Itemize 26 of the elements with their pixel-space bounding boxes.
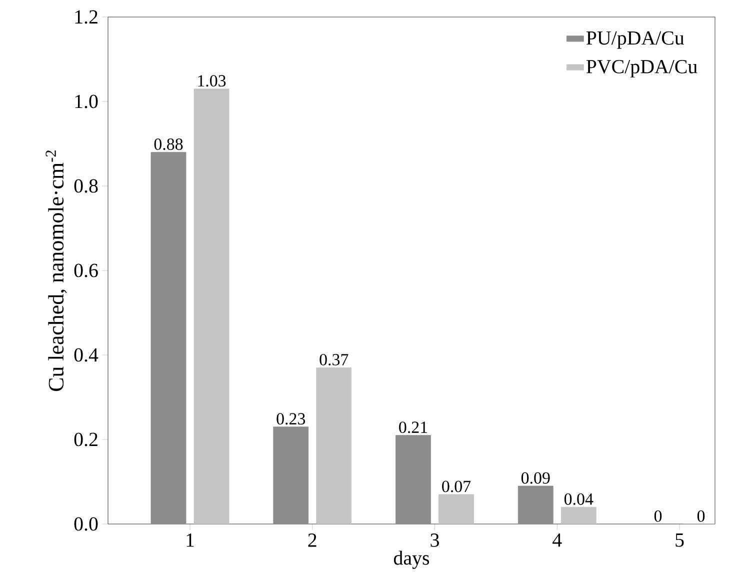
- x-tick-label: 5: [676, 534, 684, 547]
- data-label: 0.37: [320, 354, 348, 366]
- data-label: 0: [654, 510, 662, 522]
- y-tick-label: 0.2: [74, 432, 98, 446]
- data-label: 0.21: [399, 422, 428, 434]
- x-tick-label: 2: [308, 534, 316, 547]
- data-label: 0.09: [521, 472, 550, 484]
- y-tick-label: 0.4: [74, 348, 98, 362]
- data-label: 0.88: [154, 138, 183, 150]
- y-tick-label: 0.8: [74, 179, 98, 193]
- y-tick-label: 0.0: [74, 517, 98, 531]
- x-tick-label: 3: [430, 534, 439, 547]
- data-label: 1.03: [198, 75, 226, 87]
- x-tick-label: 1: [186, 534, 194, 547]
- data-label: 0.04: [564, 493, 594, 505]
- y-axis-title: Cu leached, nanomole·cm$^{-2}$: [46, 150, 67, 391]
- x-tick-label: 4: [552, 534, 562, 547]
- legend-label: PU/pDA/Cu: [586, 31, 684, 49]
- data-label: 0.23: [276, 413, 306, 425]
- x-axis-title: days: [394, 550, 430, 569]
- y-tick-label: 1.2: [75, 10, 98, 24]
- y-tick-label: 1.0: [75, 94, 98, 108]
- data-label: 0: [697, 510, 705, 522]
- legend-label: PVC/pDA/Cu: [586, 60, 698, 78]
- y-tick-label: 0.6: [74, 264, 98, 278]
- data-label: 0.07: [442, 480, 471, 492]
